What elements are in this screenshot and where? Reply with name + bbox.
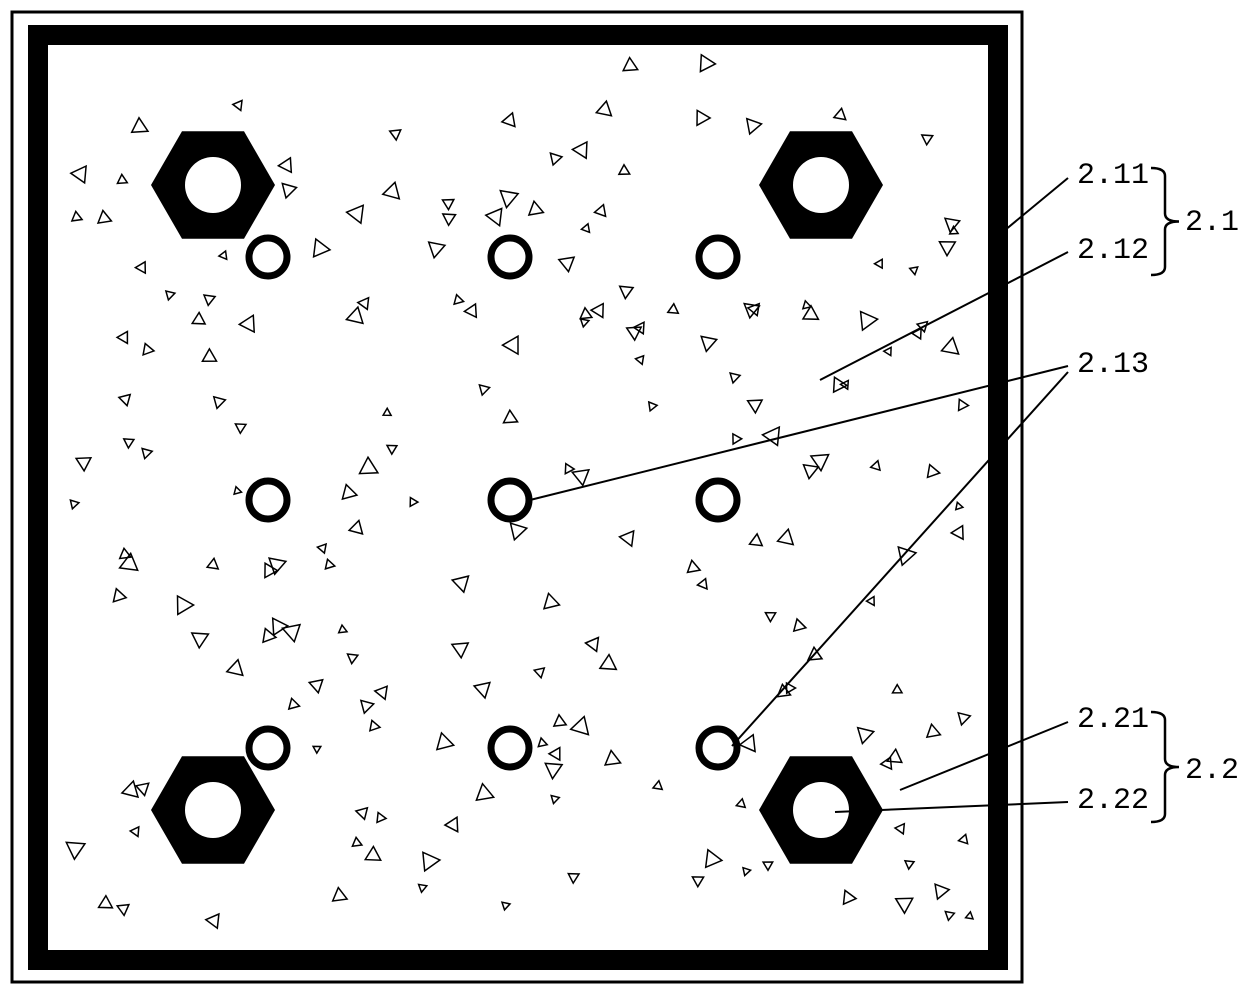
callout-label: 2.13	[1077, 348, 1149, 382]
diagram-svg: 2.11 2.12 2.13 2.21 2.22 2.1 2.2	[0, 0, 1239, 1002]
diagram-canvas: 2.11 2.12 2.13 2.21 2.22 2.1 2.2	[0, 0, 1239, 1002]
bracket-label: 2.1	[1185, 206, 1239, 240]
callout-label: 2.21	[1077, 703, 1149, 737]
callout-label: 2.11	[1077, 159, 1149, 193]
callout-label: 2.12	[1077, 234, 1149, 268]
bracket-label: 2.2	[1185, 754, 1239, 788]
callout-label: 2.22	[1077, 784, 1149, 818]
